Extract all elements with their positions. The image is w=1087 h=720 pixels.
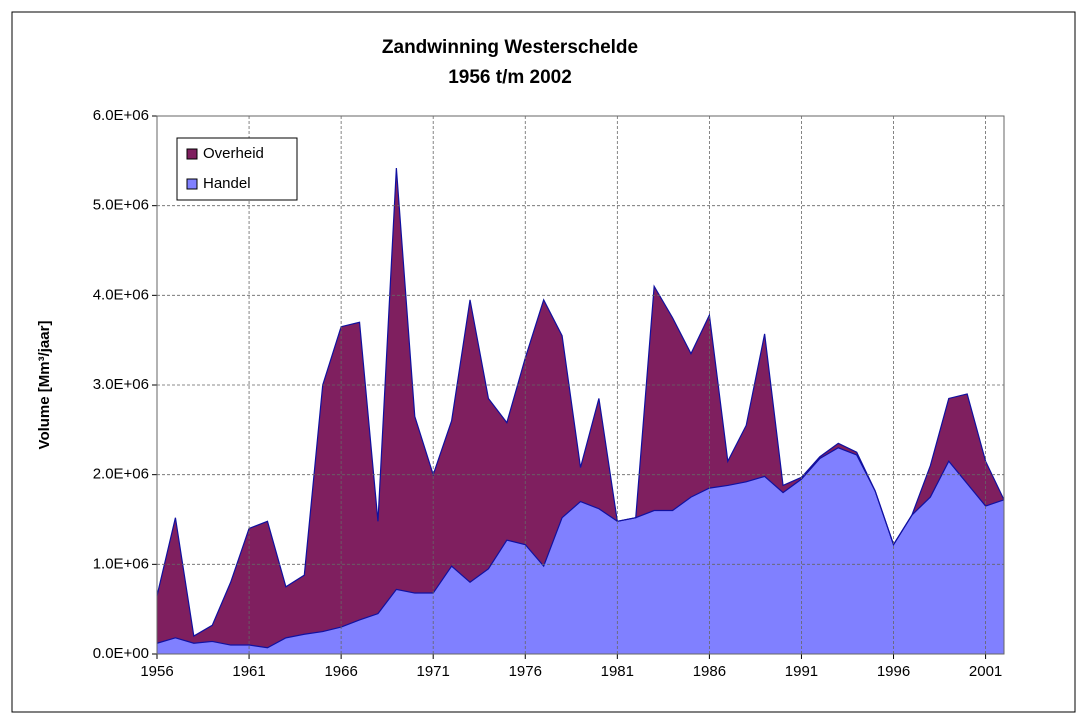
legend-label: Overheid: [203, 145, 264, 162]
legend-box: [176, 137, 298, 201]
x-tick-label: 1981: [601, 663, 634, 680]
chart-subtitle: 1956 t/m 2002: [448, 67, 572, 88]
y-tick-label: 3.0E+06: [93, 376, 149, 393]
x-tick-label: 1986: [693, 663, 726, 680]
x-tick-label: 1966: [324, 663, 357, 680]
x-tick-label: 1996: [877, 663, 910, 680]
y-tick-label: 2.0E+06: [93, 466, 149, 483]
legend-swatch: [186, 178, 198, 190]
x-tick-label: 2001: [969, 663, 1002, 680]
x-tick-label: 1971: [417, 663, 450, 680]
area: [157, 447, 1004, 654]
legend-swatch: [186, 148, 198, 160]
chart-title: Zandwinning Westerschelde: [382, 37, 638, 58]
y-tick-label: 6.0E+06: [93, 107, 149, 124]
x-tick-label: 1961: [232, 663, 265, 680]
area-outline: [156, 167, 1005, 638]
x-tick-label: 1956: [140, 663, 173, 680]
x-tick-label: 1991: [785, 663, 818, 680]
legend-label: Handel: [203, 175, 251, 192]
y-tick-label: 5.0E+06: [93, 197, 149, 214]
y-tick-label: 4.0E+06: [93, 286, 149, 303]
x-tick-label: 1976: [509, 663, 542, 680]
y-tick-label: 1.0E+06: [93, 555, 149, 572]
plot-border: [156, 115, 1005, 655]
y-axis-label: Volume [Mm³/jaar]: [36, 321, 53, 450]
y-tick-label: 0.0E+00: [93, 645, 149, 662]
area: [157, 168, 1004, 648]
area-outline: [156, 447, 1005, 649]
